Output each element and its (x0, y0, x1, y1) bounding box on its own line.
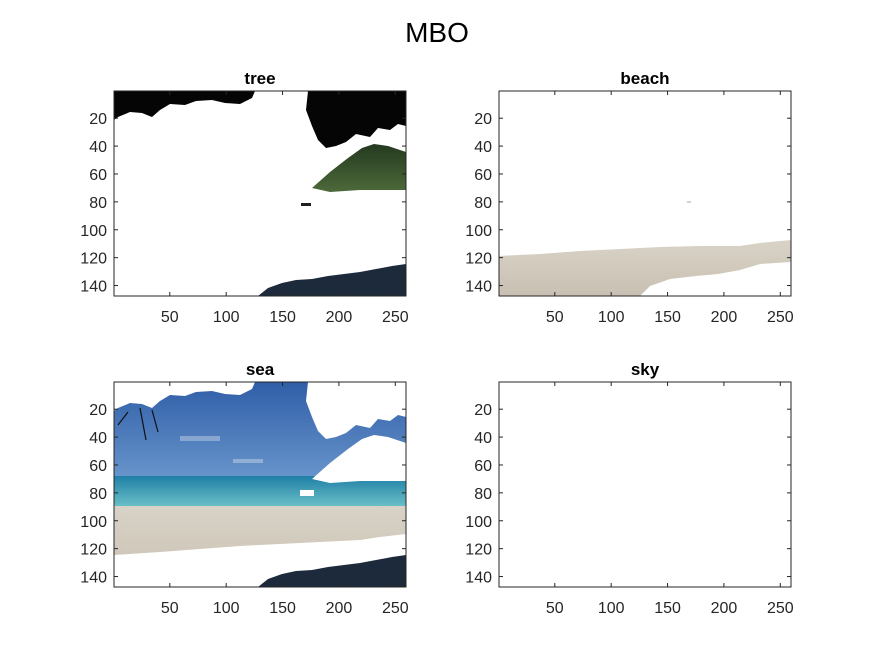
y-tick-label: 60 (89, 458, 107, 475)
y-tick-label: 120 (80, 542, 107, 559)
x-tick-label: 50 (161, 600, 179, 617)
sea-title: sea (246, 360, 275, 379)
y-tick-label: 80 (474, 195, 492, 212)
y-tick-label: 60 (89, 167, 107, 184)
x-tick-label: 250 (767, 309, 794, 326)
x-tick-label: 250 (767, 600, 794, 617)
tree-canopy-right (306, 91, 406, 148)
y-tick-label: 140 (465, 570, 492, 587)
x-tick-label: 200 (326, 600, 353, 617)
y-tick-label: 20 (474, 402, 492, 419)
sky-mask-image (499, 382, 791, 587)
x-tick-label: 100 (598, 309, 625, 326)
y-tick-label: 40 (474, 430, 492, 447)
y-tick-label: 140 (80, 279, 107, 296)
x-tick-label: 150 (269, 309, 296, 326)
x-tick-label: 50 (161, 309, 179, 326)
panel-tree: tree 50 100 150 200 250 20 40 60 80 100 120 140 (80, 69, 408, 326)
y-tick-label: 100 (80, 223, 107, 240)
y-tick-label: 60 (474, 167, 492, 184)
y-tick-label: 60 (474, 458, 492, 475)
y-tick-label: 20 (89, 402, 107, 419)
sea-mask-image (114, 382, 406, 587)
y-tick-label: 120 (80, 251, 107, 268)
figure-title: MBO (405, 17, 469, 48)
x-tick-label: 50 (546, 309, 564, 326)
tree-canopy-left (114, 91, 255, 120)
x-tick-label: 100 (213, 309, 240, 326)
y-tick-label: 20 (89, 111, 107, 128)
y-tick-label: 40 (89, 139, 107, 156)
tree-title: tree (244, 69, 275, 88)
beach-mask-image (499, 91, 791, 296)
y-tick-label: 140 (80, 570, 107, 587)
y-tick-label: 20 (474, 111, 492, 128)
tree-shadow (258, 264, 406, 296)
panel-beach: beach 50 100 150 200 250 20 40 60 80 100 120 140 (465, 69, 793, 326)
x-tick-label: 200 (711, 600, 738, 617)
x-tick-label: 200 (711, 309, 738, 326)
tree-mask-image (114, 91, 406, 296)
y-tick-label: 100 (465, 223, 492, 240)
panel-sky: sky 50 100 150 200 250 20 40 60 80 100 120 140 (465, 360, 793, 617)
x-tick-label: 250 (382, 600, 409, 617)
x-tick-label: 50 (546, 600, 564, 617)
y-tick-label: 80 (89, 195, 107, 212)
tree-hill (312, 144, 406, 192)
x-tick-label: 250 (382, 309, 409, 326)
x-tick-label: 150 (269, 600, 296, 617)
y-tick-label: 80 (474, 486, 492, 503)
beach-title: beach (620, 69, 669, 88)
beach-sand-band (499, 240, 791, 296)
sky-title: sky (631, 360, 660, 379)
x-tick-label: 100 (213, 600, 240, 617)
y-tick-label: 40 (89, 430, 107, 447)
y-tick-label: 120 (465, 542, 492, 559)
tree-axes-box (113, 90, 407, 297)
x-tick-label: 100 (598, 600, 625, 617)
sky-axes-box (498, 381, 792, 588)
y-tick-label: 40 (474, 139, 492, 156)
y-tick-label: 120 (465, 251, 492, 268)
panel-sea: sea 50 100 150 200 250 20 40 60 80 100 120 140 (80, 360, 408, 617)
y-tick-label: 100 (80, 514, 107, 531)
y-tick-label: 100 (465, 514, 492, 531)
sea-axes-box (113, 381, 407, 588)
y-tick-label: 140 (465, 279, 492, 296)
x-tick-label: 150 (654, 309, 681, 326)
x-tick-label: 150 (654, 600, 681, 617)
beach-axes-box (498, 90, 792, 297)
y-tick-label: 80 (89, 486, 107, 503)
x-tick-label: 200 (326, 309, 353, 326)
